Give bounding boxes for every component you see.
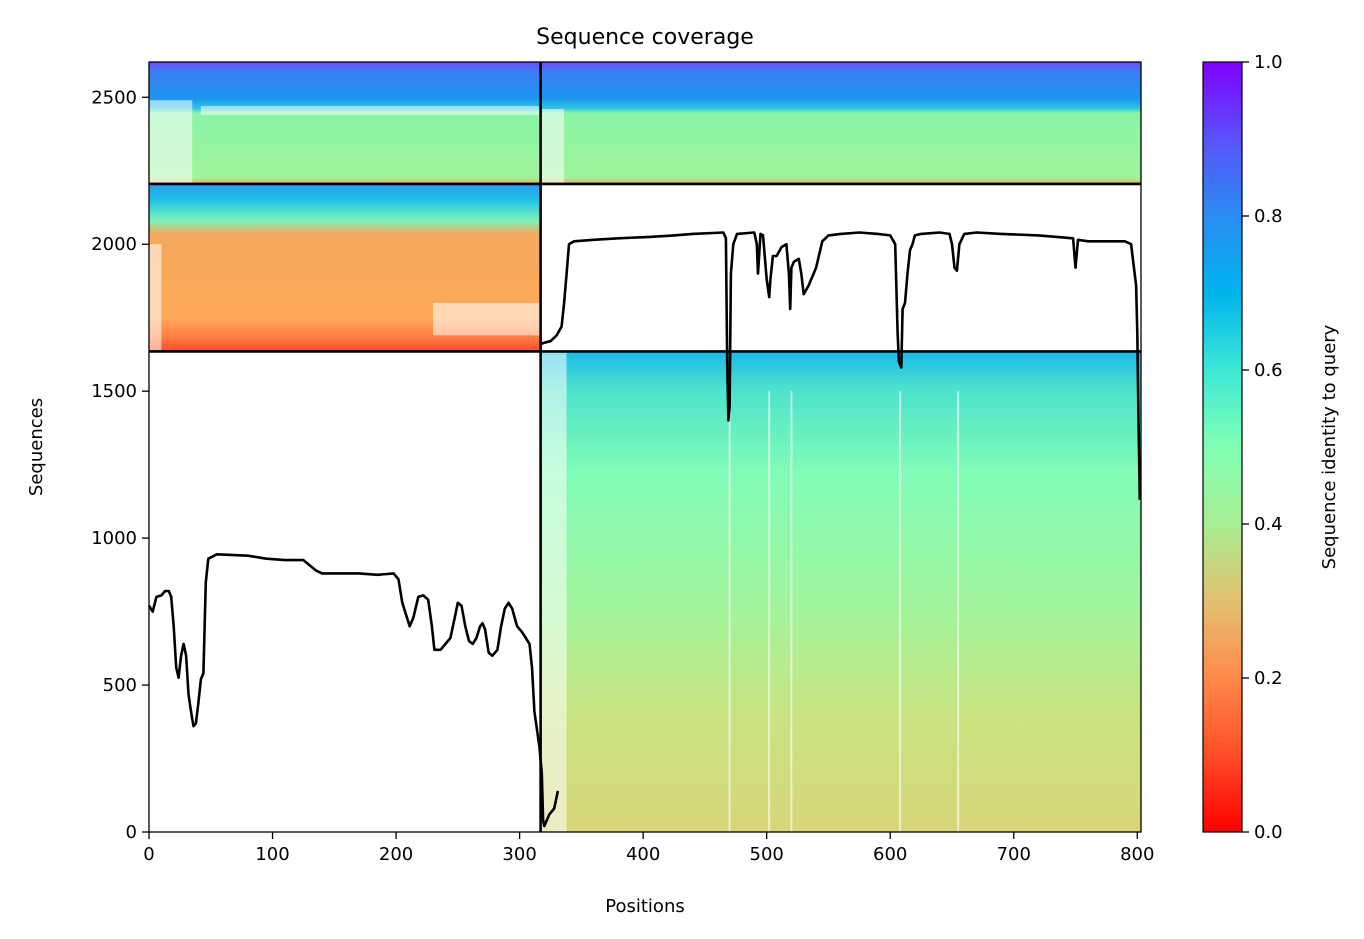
chart-title: Sequence coverage bbox=[536, 25, 754, 50]
colorbar-tick-label: 1.0 bbox=[1254, 52, 1283, 73]
colorbar-tick-label: 0.0 bbox=[1254, 822, 1283, 843]
x-tick-label: 200 bbox=[379, 844, 413, 865]
y-axis: 0 500 1000 1500 2000 2500 bbox=[91, 87, 149, 843]
colorbar-tick-label: 0.2 bbox=[1254, 668, 1283, 689]
x-tick-label: 800 bbox=[1120, 844, 1154, 865]
colorbar-tick-label: 0.4 bbox=[1254, 514, 1283, 535]
x-tick-label: 400 bbox=[626, 844, 660, 865]
coverage-gap bbox=[149, 244, 162, 352]
y-tick-label: 1000 bbox=[91, 528, 137, 549]
coverage-gap bbox=[540, 351, 567, 832]
coverage-gap bbox=[149, 100, 193, 184]
plot-frame bbox=[148, 61, 1142, 833]
x-tick-label: 300 bbox=[502, 844, 536, 865]
x-tick-label: 500 bbox=[750, 844, 784, 865]
coverage-gap bbox=[540, 109, 565, 184]
colorbar-axis: 0.0 0.2 0.4 0.6 0.8 1.0 bbox=[1242, 52, 1283, 843]
colorbar-tick-label: 0.8 bbox=[1254, 206, 1283, 227]
coverage-gap bbox=[899, 391, 902, 832]
coverage-gap bbox=[957, 391, 960, 832]
coverage-gap bbox=[768, 391, 771, 832]
coverage-gap bbox=[790, 391, 793, 832]
coverage-gap bbox=[728, 391, 731, 832]
x-axis-label: Positions bbox=[605, 896, 684, 917]
y-tick-label: 2000 bbox=[91, 234, 137, 255]
coverage-lines bbox=[147, 231, 1142, 828]
y-tick-label: 500 bbox=[103, 675, 137, 696]
y-axis-label: Sequences bbox=[26, 398, 47, 496]
coverage-gaps bbox=[149, 100, 960, 832]
coverage-block bbox=[149, 62, 541, 184]
y-tick-label: 1500 bbox=[91, 381, 137, 402]
coverage-line-1 bbox=[147, 553, 560, 828]
x-axis: 0 100 200 300 400 500 600 700 800 bbox=[143, 832, 1154, 865]
x-tick-label: 600 bbox=[873, 844, 907, 865]
y-tick-label: 0 bbox=[126, 822, 137, 843]
coverage-blocks bbox=[149, 62, 1141, 832]
colorbar bbox=[1202, 61, 1243, 833]
y-tick-label: 2500 bbox=[91, 87, 137, 108]
coverage-gap bbox=[433, 302, 541, 336]
colorbar-tick-label: 0.6 bbox=[1254, 360, 1283, 381]
colorbar-label: Sequence identity to query bbox=[1319, 324, 1340, 569]
x-tick-label: 0 bbox=[143, 844, 154, 865]
x-tick-label: 700 bbox=[997, 844, 1031, 865]
coverage-block bbox=[540, 62, 1141, 184]
coverage-block bbox=[540, 351, 1141, 832]
coverage-line-2 bbox=[540, 231, 1142, 500]
coverage-gap bbox=[200, 106, 541, 115]
x-tick-label: 100 bbox=[255, 844, 289, 865]
segment-dividers bbox=[149, 62, 1141, 832]
